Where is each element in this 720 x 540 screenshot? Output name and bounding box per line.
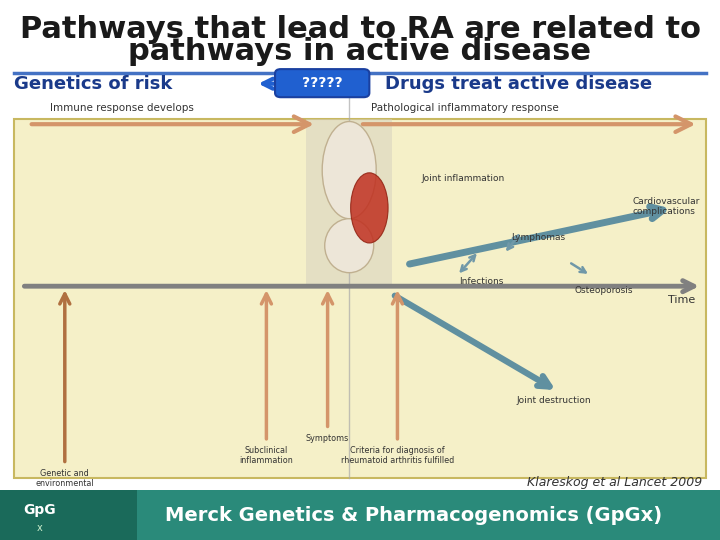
FancyBboxPatch shape <box>306 119 392 286</box>
Ellipse shape <box>351 173 388 243</box>
Text: Pathways that lead to RA are related to: Pathways that lead to RA are related to <box>19 15 701 44</box>
Text: Klareskog et al Lancet 2009: Klareskog et al Lancet 2009 <box>527 476 702 489</box>
Text: Drugs treat active disease: Drugs treat active disease <box>384 75 652 93</box>
Text: Genetic and
environmental
factors: Genetic and environmental factors <box>35 469 94 498</box>
Text: Joint destruction: Joint destruction <box>517 396 592 405</box>
Text: pathways in active disease: pathways in active disease <box>128 37 592 66</box>
Text: Criteria for diagnosis of
rheumatoid arthritis fulfilled: Criteria for diagnosis of rheumatoid art… <box>341 446 454 465</box>
Text: Cardiovascular
complications: Cardiovascular complications <box>632 197 700 216</box>
Text: Lymphomas: Lymphomas <box>511 233 565 242</box>
FancyBboxPatch shape <box>275 69 369 97</box>
Text: Symptoms: Symptoms <box>306 434 349 443</box>
Text: Immune response develops: Immune response develops <box>50 103 194 113</box>
Text: GpG: GpG <box>23 503 56 517</box>
Text: Infections: Infections <box>459 278 504 286</box>
Text: x: x <box>37 523 42 533</box>
Text: Pathological inflammatory response: Pathological inflammatory response <box>371 103 559 113</box>
Text: Time: Time <box>667 295 695 306</box>
FancyBboxPatch shape <box>0 490 720 540</box>
Ellipse shape <box>325 219 374 273</box>
Text: Osteoporosis: Osteoporosis <box>575 286 633 295</box>
Ellipse shape <box>323 122 376 219</box>
FancyBboxPatch shape <box>14 119 706 478</box>
Text: Genetics of risk: Genetics of risk <box>14 75 173 93</box>
Text: ?????: ????? <box>302 76 343 90</box>
FancyBboxPatch shape <box>0 490 137 540</box>
Text: Subclinical
inflammation: Subclinical inflammation <box>240 446 293 465</box>
Text: Merck Genetics & Pharmacogenomics (GpGx): Merck Genetics & Pharmacogenomics (GpGx) <box>166 505 662 525</box>
Text: Joint inflammation: Joint inflammation <box>421 174 505 183</box>
